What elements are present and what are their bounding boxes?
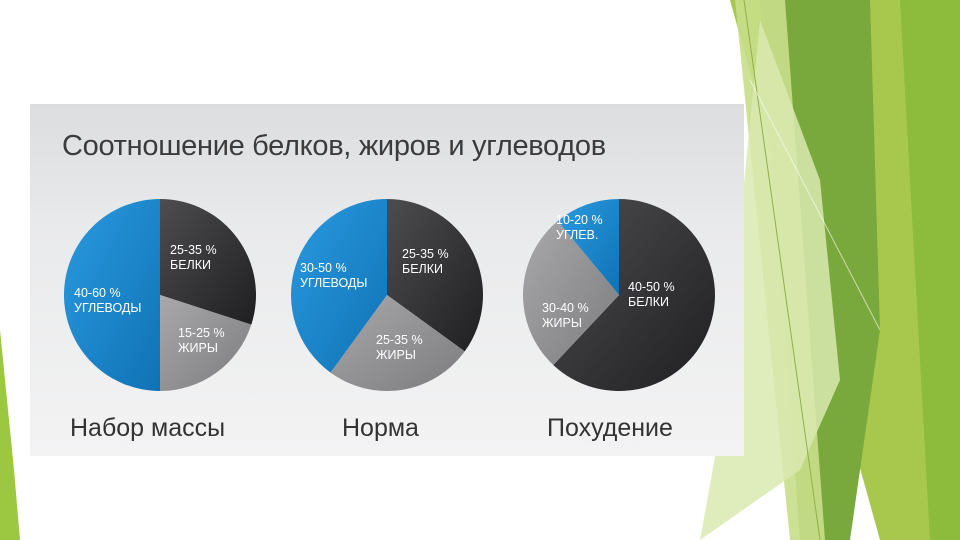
pie-chart-3: 40-50 % БЕЛКИ 30-40 % ЖИРЫ 10-20 % УГЛЕВ. (522, 199, 715, 391)
pie-slice-uglevody (290, 199, 387, 373)
pie-slice-belki (553, 199, 715, 391)
slice-label-zhiry: 15-25 % ЖИРЫ (178, 326, 225, 355)
pie-slice-belki (160, 199, 256, 325)
pie-chart-1: 25-35 % БЕЛКИ 15-25 % ЖИРЫ 40-60 % УГЛЕВОДЫ (64, 199, 256, 391)
green-accent-shape (0, 330, 20, 540)
slice-label-uglevody: 30-50 % УГЛЕВОДЫ (300, 261, 367, 290)
pie-slice-zhiry (160, 295, 252, 391)
chart-title: Соотношение белков, жиров и углеводов (62, 130, 606, 162)
pie-slice-belki (387, 199, 484, 352)
slice-label-zhiry: 30-40 % ЖИРЫ (542, 301, 589, 330)
pie-chart-2: 25-35 % БЕЛКИ 25-35 % ЖИРЫ 30-50 % УГЛЕВОДЫ (290, 199, 484, 392)
pie-caption-weight-gain: Набор массы (70, 414, 226, 442)
slice-label-belki: 40-50 % БЕЛКИ (628, 280, 675, 309)
slice-label-uglevody: 40-60 % УГЛЕВОДЫ (74, 286, 141, 315)
pie-slice-uglevody (557, 199, 619, 295)
accent-line (749, 79, 881, 331)
pie-slice-uglevody (64, 199, 160, 391)
slice-label-belki: 25-35 % БЕЛКИ (170, 243, 217, 272)
pie-slice-zhiry (330, 295, 465, 392)
pie-caption-weight-loss: Похудение (547, 414, 673, 442)
accent-line (743, 0, 821, 540)
infographic-panel: Соотношение белков, жиров и углеводов 25… (30, 104, 744, 456)
green-accent-shape (900, 0, 960, 540)
slice-label-zhiry: 25-35 % ЖИРЫ (376, 333, 423, 362)
pie-caption-norm: Норма (342, 414, 419, 442)
slice-label-uglevody: 10-20 % УГЛЕВ. (556, 213, 603, 242)
pie-slice-zhiry (522, 221, 619, 365)
slice-label-belki: 25-35 % БЕЛКИ (402, 247, 449, 276)
